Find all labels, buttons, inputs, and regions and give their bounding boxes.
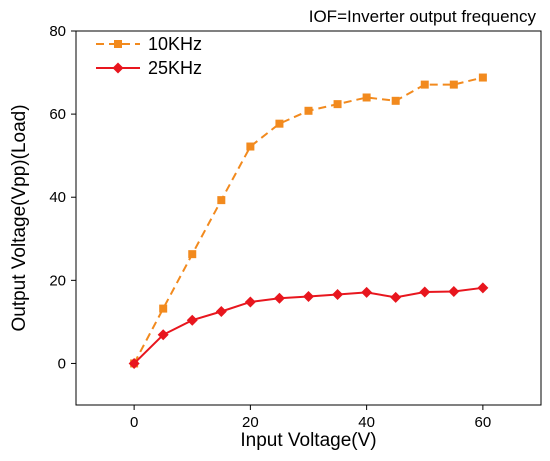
data-point — [420, 80, 429, 89]
data-point — [157, 329, 169, 341]
data-point — [186, 314, 198, 326]
y-tick-label: 60 — [49, 106, 66, 123]
legend-marker — [114, 40, 122, 48]
x-axis-title: Input Voltage(V) — [240, 430, 376, 451]
x-tick-label: 0 — [130, 414, 138, 431]
y-axis-title: Output Voltage(Vpp)(Load) — [9, 104, 30, 331]
x-tick-label: 60 — [475, 414, 492, 431]
series-layer — [128, 73, 489, 369]
x-tick-label: 40 — [358, 414, 375, 431]
data-point — [217, 196, 226, 205]
data-point — [362, 93, 371, 102]
y-tick-label: 0 — [58, 355, 66, 372]
legend-label: 10KHz — [148, 34, 202, 54]
data-point — [159, 304, 168, 313]
legend: 10KHz 25KHz — [96, 34, 202, 78]
y-axis: 0 20 40 60 80 — [49, 23, 76, 372]
data-point — [244, 296, 256, 308]
data-point — [391, 96, 400, 105]
data-point — [448, 286, 460, 298]
data-point — [304, 106, 313, 115]
data-point — [449, 80, 458, 89]
x-tick-label: 20 — [242, 414, 259, 431]
data-point — [333, 100, 342, 109]
series-25KHz — [128, 282, 489, 369]
data-point — [477, 282, 489, 294]
data-point — [215, 306, 227, 317]
x-axis: 0 20 40 60 — [130, 405, 491, 431]
legend-label: 25KHz — [148, 58, 202, 78]
data-point — [275, 119, 284, 128]
data-point — [419, 286, 431, 298]
plot-frame — [75, 30, 542, 406]
data-point — [361, 286, 373, 298]
chart-annotation: IOF=Inverter output frequency — [309, 7, 537, 26]
legend-item-25KHz: 25KHz — [96, 58, 202, 78]
data-point — [390, 291, 402, 303]
data-point — [332, 288, 344, 300]
data-point — [246, 142, 255, 151]
y-tick-label: 20 — [49, 272, 66, 289]
data-point — [478, 73, 487, 82]
y-tick-label: 40 — [49, 189, 66, 206]
data-point — [128, 357, 140, 369]
data-point — [303, 291, 314, 303]
y-tick-label: 80 — [49, 23, 66, 40]
data-point — [273, 292, 285, 304]
series-line — [133, 76, 484, 364]
legend-item-10KHz: 10KHz — [96, 34, 202, 54]
series-10KHz — [130, 73, 487, 368]
legend-marker — [112, 62, 124, 74]
data-point — [188, 250, 197, 259]
